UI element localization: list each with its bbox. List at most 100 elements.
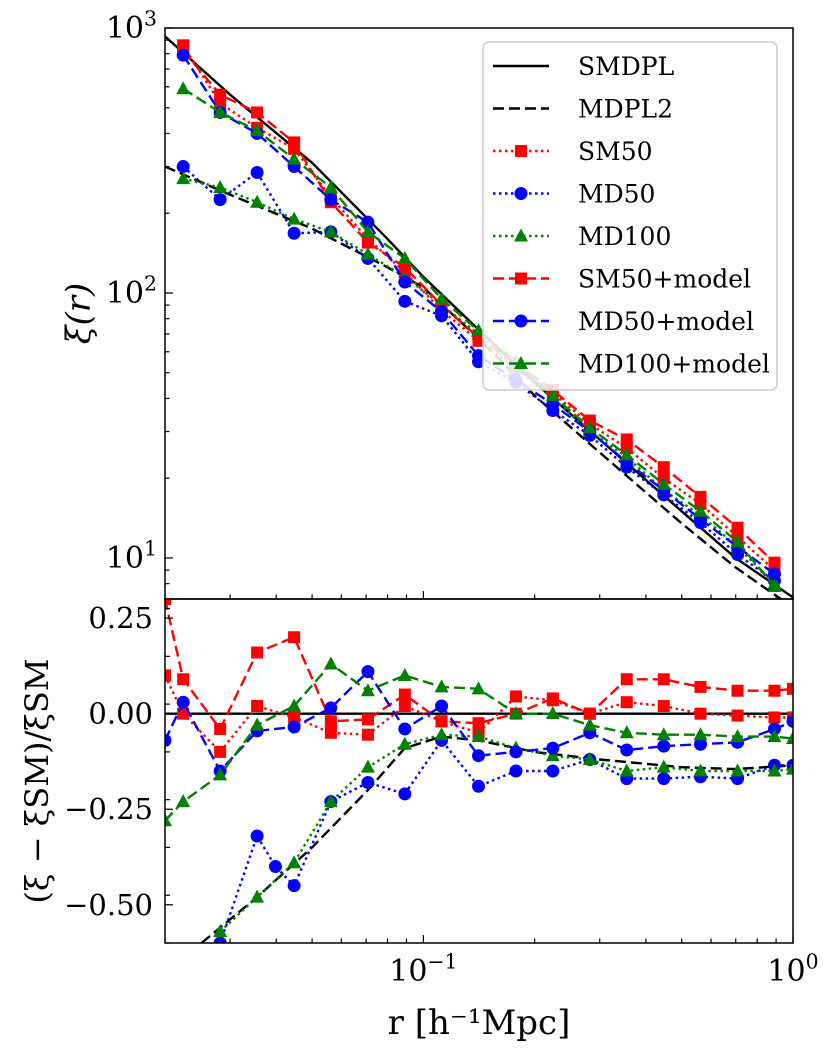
ratio-point-md100-plus-model xyxy=(176,794,191,808)
legend-label: SMDPL xyxy=(578,52,674,81)
xi-point-md100-plus-model xyxy=(176,81,191,95)
ratio-point-md100 xyxy=(250,889,265,903)
xi-point-sm50-plus-model xyxy=(251,106,264,119)
ratio-series-line-md50 xyxy=(219,738,793,943)
ratio-point-md100-plus-model xyxy=(730,729,745,743)
ratio-point-sm50-plus-model xyxy=(288,631,301,644)
ratio-point-sm50 xyxy=(398,700,411,713)
ratio-point-md100-plus-model xyxy=(434,679,449,693)
ratio-point-md100 xyxy=(397,736,412,750)
ratio-point-md100-plus-model xyxy=(582,717,597,731)
xi-point-md50-plus-model xyxy=(361,215,375,229)
xi-series-line-md50-plus-model xyxy=(182,54,776,575)
ratio-point-md100-plus-model xyxy=(786,731,793,745)
ratio-point-sm50-plus-model xyxy=(361,713,374,726)
xi-point-md100-plus-model xyxy=(323,180,338,194)
ratio-point-sm50 xyxy=(620,696,633,709)
ratio-point-sm50 xyxy=(288,711,301,724)
ratio-point-md100-plus-model xyxy=(471,681,486,695)
ratio-point-sm50 xyxy=(165,669,171,682)
ratio-point-md100 xyxy=(360,759,375,773)
ratio-point-md50-plus-model xyxy=(657,739,671,753)
xi-point-sm50-plus-model xyxy=(620,433,633,446)
xi-point-md50 xyxy=(250,165,264,179)
xi-point-md100-plus-model xyxy=(545,388,560,402)
ratio-point-sm50-plus-model xyxy=(435,715,448,728)
ratio-point-sm50 xyxy=(251,700,264,713)
legend-marker xyxy=(514,187,528,200)
y-tick-label: −0.50 xyxy=(64,888,153,922)
ratio-point-sm50 xyxy=(657,700,670,713)
ratio-point-md50 xyxy=(472,779,486,793)
ratio-point-md50-plus-model xyxy=(324,701,338,715)
y-tick-label: −0.25 xyxy=(64,792,153,826)
xi-point-md100-plus-model xyxy=(656,476,671,490)
ratio-point-md50-plus-model xyxy=(620,743,634,757)
ratio-point-md100 xyxy=(323,794,338,808)
ratio-point-md100 xyxy=(213,924,228,938)
ratio-point-md100-plus-model xyxy=(250,717,265,731)
xi-point-md100-plus-model xyxy=(767,579,782,593)
legend-label: MD100+model xyxy=(578,350,770,379)
legend-box xyxy=(482,41,778,391)
xi-point-md100-plus-model xyxy=(582,420,597,434)
xi-point-md100-plus-model xyxy=(213,104,228,118)
ratio-point-md100-plus-model xyxy=(287,698,302,712)
ratio-point-sm50 xyxy=(214,745,227,758)
ratio-point-md100 xyxy=(786,761,793,775)
ratio-point-sm50-plus-model xyxy=(251,646,264,659)
ratio-point-sm50-plus-model xyxy=(694,680,707,693)
ratio-point-md100-plus-model xyxy=(213,767,228,781)
ratio-point-md100-plus-model xyxy=(165,813,172,827)
ratio-point-md50 xyxy=(287,879,301,893)
ratio-point-md100-plus-model xyxy=(656,727,671,741)
legend-label: MD100 xyxy=(578,222,671,251)
xi-point-sm50-plus-model xyxy=(288,136,301,149)
ratio-point-md100-plus-model xyxy=(619,725,634,739)
xi-point-md50-plus-model xyxy=(398,275,412,289)
xi-point-md100-plus-model xyxy=(471,323,486,337)
bottom-panel: 0.25 0.00 −0.25 −0.50 10−1 100 r [h⁻¹Mpc] (ξ − … xyxy=(18,598,819,1043)
xi-point-sm50-plus-model xyxy=(731,521,744,534)
xi-point-md100-plus-model xyxy=(287,151,302,165)
ratio-point-md100-plus-model xyxy=(767,729,782,743)
ratio-point-md50-plus-model xyxy=(546,741,560,755)
ratio-point-md50-plus-model xyxy=(435,699,449,713)
xi-point-md100 xyxy=(250,194,265,208)
ratio-point-md50-plus-model xyxy=(693,737,707,751)
bottom-y-axis-label: (ξ − ξSM)/ξSM xyxy=(18,658,56,903)
ratio-series-line-mdpl2 xyxy=(200,735,793,943)
ratio-point-md100-plus-model xyxy=(545,706,560,720)
xi-point-md100-plus-model xyxy=(250,123,265,137)
ratio-series-line-md100 xyxy=(219,733,793,933)
ratio-point-md100 xyxy=(434,727,449,741)
ratio-point-sm50 xyxy=(694,707,707,720)
legend-label: SM50 xyxy=(578,137,653,166)
ratio-point-md50-plus-model xyxy=(176,695,190,709)
xi-point-md50-plus-model xyxy=(767,567,781,581)
ratio-point-md50-plus-model xyxy=(509,745,523,759)
x-tick-label: 100 xyxy=(767,949,818,989)
xi-point-sm50-plus-model xyxy=(694,490,707,503)
xi-point-md50-plus-model xyxy=(472,349,486,363)
ratio-point-md50 xyxy=(546,764,560,778)
bottom-frame xyxy=(164,598,794,944)
xi-point-md50 xyxy=(213,193,227,207)
xi-point-sm50-plus-model xyxy=(768,556,781,569)
legend-label: MD50+model xyxy=(578,307,754,336)
ratio-point-sm50 xyxy=(324,726,337,739)
ratio-point-md100 xyxy=(767,763,782,777)
xi-point-md100 xyxy=(360,246,375,260)
xi-point-md100-plus-model xyxy=(397,250,412,264)
xi-point-md100 xyxy=(213,180,228,194)
xi-point-md100 xyxy=(287,211,302,225)
y-tick-label: 0.00 xyxy=(88,697,153,731)
xi-point-md50-plus-model xyxy=(435,305,449,319)
legend-marker xyxy=(515,145,527,157)
ratio-point-sm50-plus-model xyxy=(165,599,171,605)
ratio-point-md50-plus-model xyxy=(361,665,375,679)
legend-marker xyxy=(514,356,528,369)
y-tick-label: 101 xyxy=(106,536,157,576)
ratio-point-md100 xyxy=(693,763,708,777)
